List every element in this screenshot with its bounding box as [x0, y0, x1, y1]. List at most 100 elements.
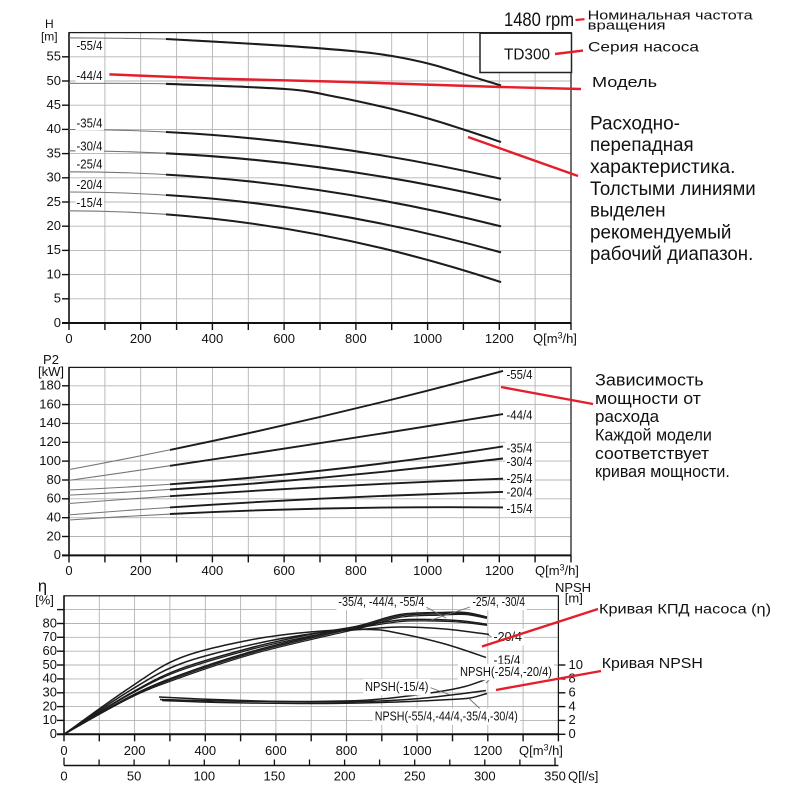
svg-text:[m]: [m] [41, 30, 58, 44]
svg-text:-35/4: -35/4 [77, 116, 103, 131]
svg-text:выделен: выделен [590, 201, 666, 222]
svg-text:-15/4: -15/4 [77, 195, 103, 210]
svg-text:0: 0 [54, 315, 61, 330]
svg-text:70: 70 [43, 629, 57, 644]
svg-text:600: 600 [273, 563, 295, 578]
svg-text:20: 20 [43, 698, 57, 713]
svg-text:30: 30 [47, 170, 61, 185]
svg-text:Толстыми линиями: Толстыми линиями [590, 179, 756, 200]
svg-text:Каждой модели: Каждой модели [595, 427, 712, 445]
svg-text:1480 rpm: 1480 rpm [504, 10, 574, 31]
svg-text:0: 0 [569, 726, 576, 741]
svg-text:6: 6 [569, 685, 576, 700]
svg-text:NPSH: NPSH [555, 580, 591, 595]
svg-text:100: 100 [39, 453, 61, 468]
svg-text:вращения: вращения [588, 19, 666, 33]
svg-text:30: 30 [43, 685, 57, 700]
svg-text:600: 600 [273, 331, 295, 346]
svg-text:-15/4: -15/4 [494, 653, 521, 668]
svg-text:200: 200 [130, 331, 152, 346]
svg-text:20: 20 [47, 218, 61, 233]
svg-text:50: 50 [43, 657, 57, 672]
svg-text:[%]: [%] [35, 593, 54, 608]
svg-text:0: 0 [50, 726, 57, 741]
svg-text:-44/4: -44/4 [507, 407, 533, 422]
svg-text:80: 80 [43, 615, 57, 630]
svg-text:40: 40 [43, 671, 57, 686]
svg-text:Номинальная частота: Номинальная частота [588, 9, 753, 23]
svg-text:60: 60 [47, 491, 61, 506]
svg-text:55: 55 [47, 49, 61, 64]
svg-text:1000: 1000 [413, 331, 442, 346]
svg-text:1000: 1000 [413, 563, 442, 578]
svg-text:-55/4: -55/4 [77, 38, 103, 53]
svg-text:400: 400 [202, 331, 224, 346]
svg-text:15: 15 [47, 242, 61, 257]
svg-text:-15/4: -15/4 [507, 501, 533, 516]
svg-text:-35/4, -44/4, -55/4: -35/4, -44/4, -55/4 [338, 594, 424, 609]
svg-text:расхода: расхода [595, 408, 660, 426]
svg-text:800: 800 [345, 563, 367, 578]
svg-text:50: 50 [47, 73, 61, 88]
svg-text:-25/4: -25/4 [77, 157, 103, 172]
svg-text:5: 5 [54, 291, 61, 306]
svg-text:2: 2 [569, 712, 576, 727]
svg-text:-30/4: -30/4 [77, 139, 103, 154]
svg-text:Серия насоса: Серия насоса [588, 39, 699, 55]
svg-text:10: 10 [569, 657, 583, 672]
svg-text:120: 120 [39, 434, 61, 449]
svg-text:1000: 1000 [403, 743, 432, 758]
svg-text:0: 0 [54, 547, 61, 562]
svg-text:Кривая КПД насоса (η): Кривая КПД насоса (η) [599, 601, 771, 617]
svg-text:800: 800 [345, 331, 367, 346]
svg-text:40: 40 [47, 510, 61, 525]
svg-text:P2: P2 [43, 352, 59, 367]
svg-text:45: 45 [47, 97, 61, 112]
svg-text:-25/4: -25/4 [507, 471, 533, 486]
svg-text:200: 200 [130, 563, 152, 578]
svg-text:250: 250 [404, 769, 426, 784]
svg-text:150: 150 [264, 769, 286, 784]
svg-text:-44/4: -44/4 [77, 68, 103, 83]
svg-text:кривая мощности.: кривая мощности. [595, 463, 730, 481]
svg-text:0: 0 [65, 563, 72, 578]
svg-text:25: 25 [47, 194, 61, 209]
svg-text:рабочий диапазон.: рабочий диапазон. [590, 244, 753, 265]
svg-text:1200: 1200 [485, 563, 514, 578]
svg-text:300: 300 [474, 769, 496, 784]
svg-text:Расходно-: Расходно- [590, 113, 680, 134]
svg-text:Q[l/s]: Q[l/s] [568, 769, 598, 784]
svg-text:Зависимость: Зависимость [595, 372, 704, 390]
svg-text:NPSH(-15/4): NPSH(-15/4) [365, 679, 429, 694]
svg-text:40: 40 [47, 121, 61, 136]
svg-text:10: 10 [47, 266, 61, 281]
svg-text:400: 400 [202, 563, 224, 578]
svg-text:[kW]: [kW] [38, 364, 64, 379]
svg-text:200: 200 [124, 743, 146, 758]
svg-text:400: 400 [194, 743, 216, 758]
svg-text:600: 600 [265, 743, 287, 758]
svg-text:180: 180 [39, 378, 61, 393]
svg-text:характеристика.: характеристика. [590, 157, 736, 178]
svg-text:H: H [45, 17, 54, 31]
svg-text:-20/4: -20/4 [77, 177, 103, 192]
svg-text:8: 8 [569, 671, 576, 686]
svg-text:200: 200 [334, 769, 356, 784]
svg-text:350: 350 [544, 769, 566, 784]
svg-text:Кривая NPSH: Кривая NPSH [602, 656, 703, 672]
svg-text:перепадная: перепадная [590, 135, 694, 156]
svg-text:140: 140 [39, 415, 61, 430]
svg-text:1200: 1200 [485, 331, 514, 346]
svg-text:10: 10 [43, 712, 57, 727]
svg-text:80: 80 [47, 472, 61, 487]
svg-text:50: 50 [127, 769, 141, 784]
svg-text:0: 0 [60, 769, 67, 784]
svg-text:соответствует: соответствует [595, 445, 710, 463]
svg-text:[m]: [m] [565, 591, 583, 606]
svg-text:NPSH(-25/4,-20/4): NPSH(-25/4,-20/4) [460, 664, 552, 679]
svg-text:Q[m3/h]: Q[m3/h] [535, 563, 579, 579]
svg-text:35: 35 [47, 145, 61, 160]
svg-text:-30/4: -30/4 [507, 454, 533, 469]
svg-text:-35/4: -35/4 [507, 441, 533, 456]
svg-text:0: 0 [60, 743, 67, 758]
